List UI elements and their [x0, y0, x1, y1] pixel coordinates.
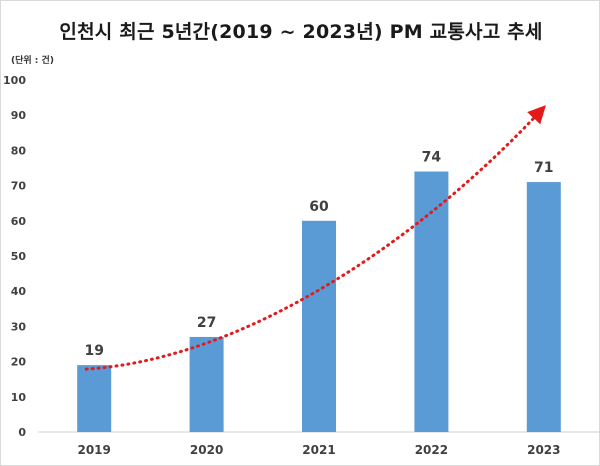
x-tick-label: 2019 — [77, 443, 110, 457]
data-label: 19 — [84, 343, 103, 359]
y-tick-label: 30 — [11, 320, 27, 333]
y-tick-label: 40 — [11, 285, 27, 298]
x-tick-label: 2021 — [302, 443, 335, 457]
bar — [414, 171, 449, 432]
x-tick-label: 2020 — [190, 443, 223, 457]
data-label: 71 — [534, 160, 553, 176]
x-tick-label: 2022 — [415, 443, 448, 457]
data-label: 60 — [309, 199, 329, 215]
data-labels: 19 27 60 74 71 — [84, 150, 553, 360]
y-tick-label: 90 — [11, 109, 27, 122]
y-tick-label: 10 — [11, 391, 27, 404]
data-label: 27 — [197, 315, 216, 331]
x-tick-label: 2023 — [527, 443, 560, 457]
chart-title: 인천시 최근 5년간(2019 ~ 2023년) PM 교통사고 추세 — [59, 21, 543, 43]
y-tick-label: 100 — [3, 74, 26, 87]
bar — [189, 336, 224, 432]
bar — [77, 365, 112, 432]
bar — [526, 182, 561, 432]
y-tick-label: 60 — [11, 215, 27, 228]
bars — [77, 171, 561, 432]
y-axis: 0 10 20 30 40 50 60 70 80 90 100 — [3, 74, 26, 439]
y-tick-label: 80 — [11, 144, 27, 157]
y-tick-label: 50 — [11, 250, 27, 263]
y-tick-label: 70 — [11, 180, 27, 193]
unit-label: (단위 : 건) — [11, 56, 54, 66]
y-tick-label: 0 — [18, 426, 26, 439]
trend-arrow — [84, 105, 546, 371]
bar — [302, 220, 336, 432]
x-axis: 2019 2020 2021 2022 2023 — [38, 431, 600, 457]
y-tick-label: 20 — [11, 356, 27, 369]
data-label: 74 — [422, 150, 442, 166]
